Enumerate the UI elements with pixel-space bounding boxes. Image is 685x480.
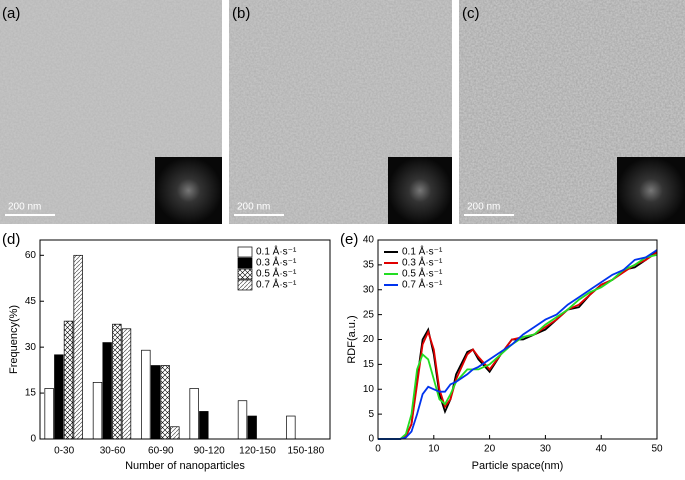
bar bbox=[160, 365, 170, 440]
legend-label: 0.7 Å·s⁻¹ bbox=[402, 278, 443, 291]
legend-swatch bbox=[237, 268, 253, 280]
y-tick-label: 30 bbox=[25, 342, 37, 353]
y-tick-label: 20 bbox=[363, 334, 375, 345]
legend-label: 0.3 Å·s⁻¹ bbox=[402, 256, 443, 269]
y-tick-label: 25 bbox=[363, 309, 375, 320]
panel-label: (d) bbox=[2, 231, 20, 248]
scale-bar-label: 200 nm bbox=[467, 202, 500, 213]
bar bbox=[112, 323, 122, 440]
scale-bar-label: 200 nm bbox=[8, 202, 41, 213]
y-tick-label: 60 bbox=[25, 250, 37, 261]
bar bbox=[170, 426, 180, 440]
bar bbox=[141, 349, 151, 440]
plot-frame bbox=[39, 239, 331, 440]
tem-images: (a) (b) (c) 200 nm 200 nm 200 nm bbox=[0, 0, 685, 224]
x-axis-title: Particle space(nm) bbox=[472, 460, 564, 472]
x-tick-label: 120-150 bbox=[239, 446, 276, 457]
y-tick-label: 45 bbox=[25, 296, 37, 307]
x-axis-title: Number of nanoparticles bbox=[125, 460, 245, 472]
panel-label: (e) bbox=[340, 231, 358, 248]
bar bbox=[54, 354, 64, 440]
legend-label: 0.1 Å·s⁻¹ bbox=[256, 245, 297, 258]
bar bbox=[189, 388, 199, 440]
legend-label: 0.5 Å·s⁻¹ bbox=[402, 267, 443, 280]
x-tick-label: 0 bbox=[375, 444, 381, 455]
y-tick-label: 5 bbox=[368, 409, 374, 420]
y-tick-label: 0 bbox=[368, 434, 374, 445]
line-series bbox=[378, 249, 658, 440]
bar bbox=[150, 365, 161, 440]
bar bbox=[73, 254, 83, 440]
bar bbox=[286, 415, 296, 440]
y-tick-label: 35 bbox=[363, 260, 375, 271]
bar bbox=[121, 328, 132, 440]
y-tick-label: 15 bbox=[363, 359, 375, 370]
panel-label: (c) bbox=[462, 5, 480, 22]
scale-bar-label: 200 nm bbox=[237, 202, 270, 213]
x-tick-label: 10 bbox=[428, 444, 440, 455]
bar bbox=[247, 415, 257, 440]
bar bbox=[44, 388, 54, 440]
bar bbox=[92, 382, 103, 440]
y-tick-label: 0 bbox=[30, 434, 36, 445]
legend-label: 0.1 Å·s⁻¹ bbox=[402, 245, 443, 258]
line-series bbox=[378, 254, 658, 440]
y-tick-label: 40 bbox=[363, 235, 375, 246]
fft-inset bbox=[617, 157, 685, 224]
bar bbox=[102, 342, 112, 440]
x-tick-label: 40 bbox=[596, 444, 608, 455]
panel-label: (b) bbox=[232, 5, 250, 22]
y-axis-title: RDF(a.u.) bbox=[346, 315, 358, 363]
legend-label: 0.3 Å·s⁻¹ bbox=[256, 256, 297, 269]
bar bbox=[63, 320, 74, 440]
legend-swatch bbox=[237, 279, 253, 291]
x-tick-label: 0-30 bbox=[54, 446, 74, 457]
legend-swatch bbox=[237, 246, 253, 258]
fft-inset bbox=[155, 157, 222, 224]
x-tick-label: 50 bbox=[651, 444, 663, 455]
x-tick-label: 30-60 bbox=[100, 446, 126, 457]
x-tick-label: 150-180 bbox=[287, 446, 324, 457]
bar bbox=[237, 400, 248, 440]
x-tick-label: 90-120 bbox=[194, 446, 226, 457]
y-tick-label: 10 bbox=[363, 384, 375, 395]
y-axis-title: Frequency(%) bbox=[8, 305, 20, 374]
x-tick-label: 30 bbox=[540, 444, 552, 455]
legend-label: 0.7 Å·s⁻¹ bbox=[256, 278, 297, 291]
legend-label: 0.5 Å·s⁻¹ bbox=[256, 267, 297, 280]
y-tick-label: 30 bbox=[363, 284, 375, 295]
legend-swatch bbox=[237, 257, 253, 269]
x-tick-label: 20 bbox=[484, 444, 496, 455]
x-tick-label: 60-90 bbox=[148, 446, 174, 457]
fft-inset bbox=[388, 157, 452, 224]
bar bbox=[199, 411, 209, 440]
panel-label: (a) bbox=[2, 5, 20, 22]
y-tick-label: 15 bbox=[25, 388, 37, 399]
